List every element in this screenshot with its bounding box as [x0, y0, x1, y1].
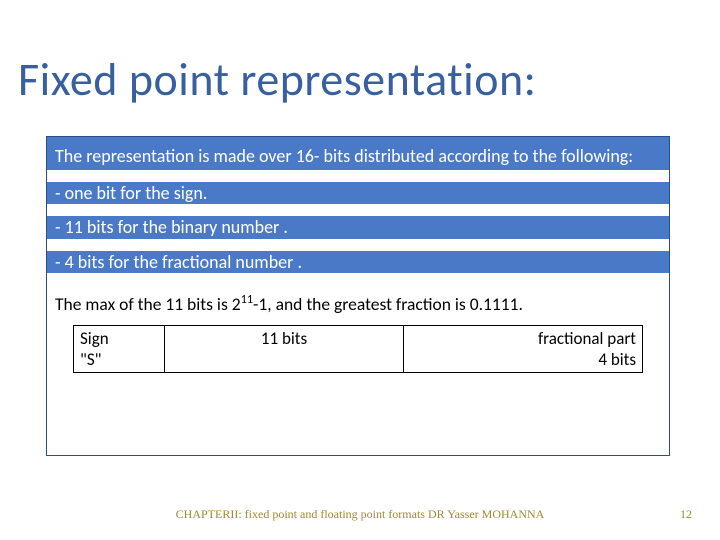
bullet-2: - 11 bits for the binary number . [47, 216, 669, 239]
cell-text: "S" [80, 349, 101, 370]
table-row: Sign "S" 11 bits fractional part 4 bits [74, 326, 643, 373]
cell-text: fractional part [538, 328, 636, 349]
slide-title: Fixed point representation: [18, 52, 536, 108]
max-prefix: The max of the 11 bits is 2 [55, 293, 241, 315]
bullet-3: - 4 bits for the fractional number . [47, 251, 669, 274]
page-number: 12 [680, 507, 692, 522]
gap [47, 239, 669, 251]
max-exp: 11 [241, 292, 253, 307]
bit-layout-table: Sign "S" 11 bits fractional part 4 bits [73, 325, 643, 373]
cell-text: 4 bits [598, 349, 636, 370]
gap [47, 273, 669, 283]
bullet-1: - one bit for the sign. [47, 182, 669, 205]
footer-text: CHAPTERII: fixed point and floating poin… [0, 507, 720, 522]
cell-sign: Sign "S" [74, 326, 165, 373]
content-box: The representation is made over 16- bits… [46, 136, 670, 456]
gap [47, 204, 669, 216]
gap [47, 170, 669, 182]
cell-fractional: fractional part 4 bits [404, 326, 643, 373]
cell-11bits: 11 bits [165, 326, 404, 373]
cell-text: Sign [80, 328, 109, 349]
max-line: The max of the 11 bits is 211-1, and the… [47, 283, 669, 325]
max-suffix: -1, and the greatest fraction is 0.1111. [253, 293, 523, 315]
slide: Fixed point representation: The represen… [0, 0, 720, 540]
intro-text: The representation is made over 16- bits… [47, 137, 669, 170]
